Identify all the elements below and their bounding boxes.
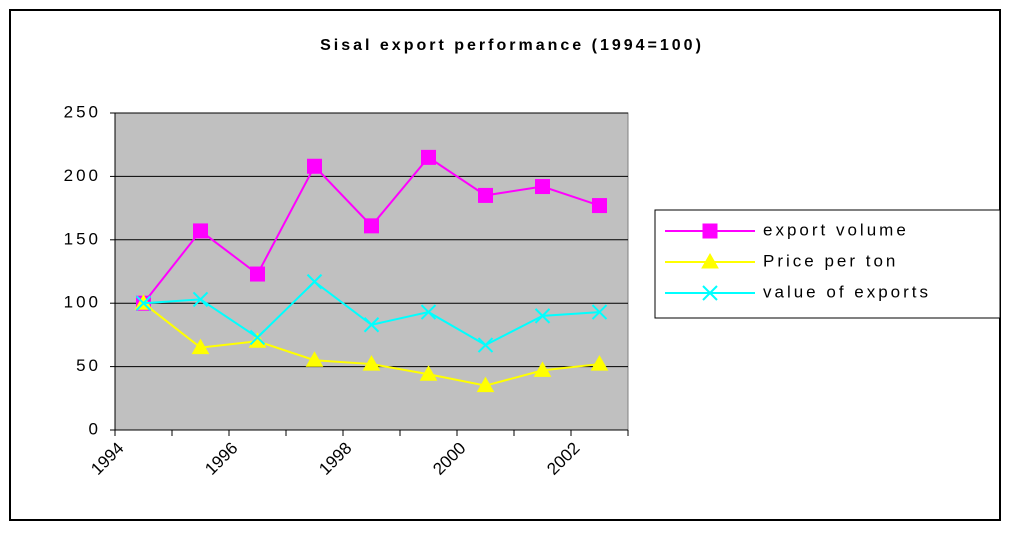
marker (419, 365, 438, 381)
y-tick-label: 0 (89, 419, 101, 438)
marker (362, 355, 381, 371)
marker (250, 266, 265, 282)
marker (477, 337, 494, 353)
marker (476, 376, 495, 393)
chart-title: Sisal export performance (1994=100) (320, 37, 704, 54)
y-tick-label: 200 (64, 166, 101, 185)
plot-area (114, 112, 629, 431)
y-tick-label: 150 (64, 229, 101, 248)
legend-label: value of exports (763, 282, 931, 301)
marker (305, 351, 324, 367)
marker (702, 223, 718, 239)
marker (191, 338, 210, 355)
marker (592, 198, 607, 214)
marker (533, 361, 552, 377)
legend-label: Price per ton (763, 251, 898, 270)
marker (478, 187, 493, 203)
marker (364, 218, 379, 234)
marker (421, 149, 436, 165)
marker (363, 317, 380, 333)
marker (702, 285, 718, 301)
marker (135, 295, 152, 311)
marker (534, 308, 551, 324)
y-tick-label: 100 (64, 293, 101, 312)
marker (193, 223, 208, 239)
marker (535, 179, 550, 195)
marker (701, 252, 719, 269)
marker (591, 304, 608, 320)
marker (306, 273, 323, 290)
marker (307, 158, 322, 174)
marker (590, 355, 609, 371)
marker (192, 291, 209, 308)
marker (249, 329, 266, 346)
legend-label: export volume (763, 220, 909, 239)
y-tick-label: 50 (76, 356, 101, 375)
marker (420, 304, 437, 320)
y-tick-label: 250 (64, 102, 101, 121)
